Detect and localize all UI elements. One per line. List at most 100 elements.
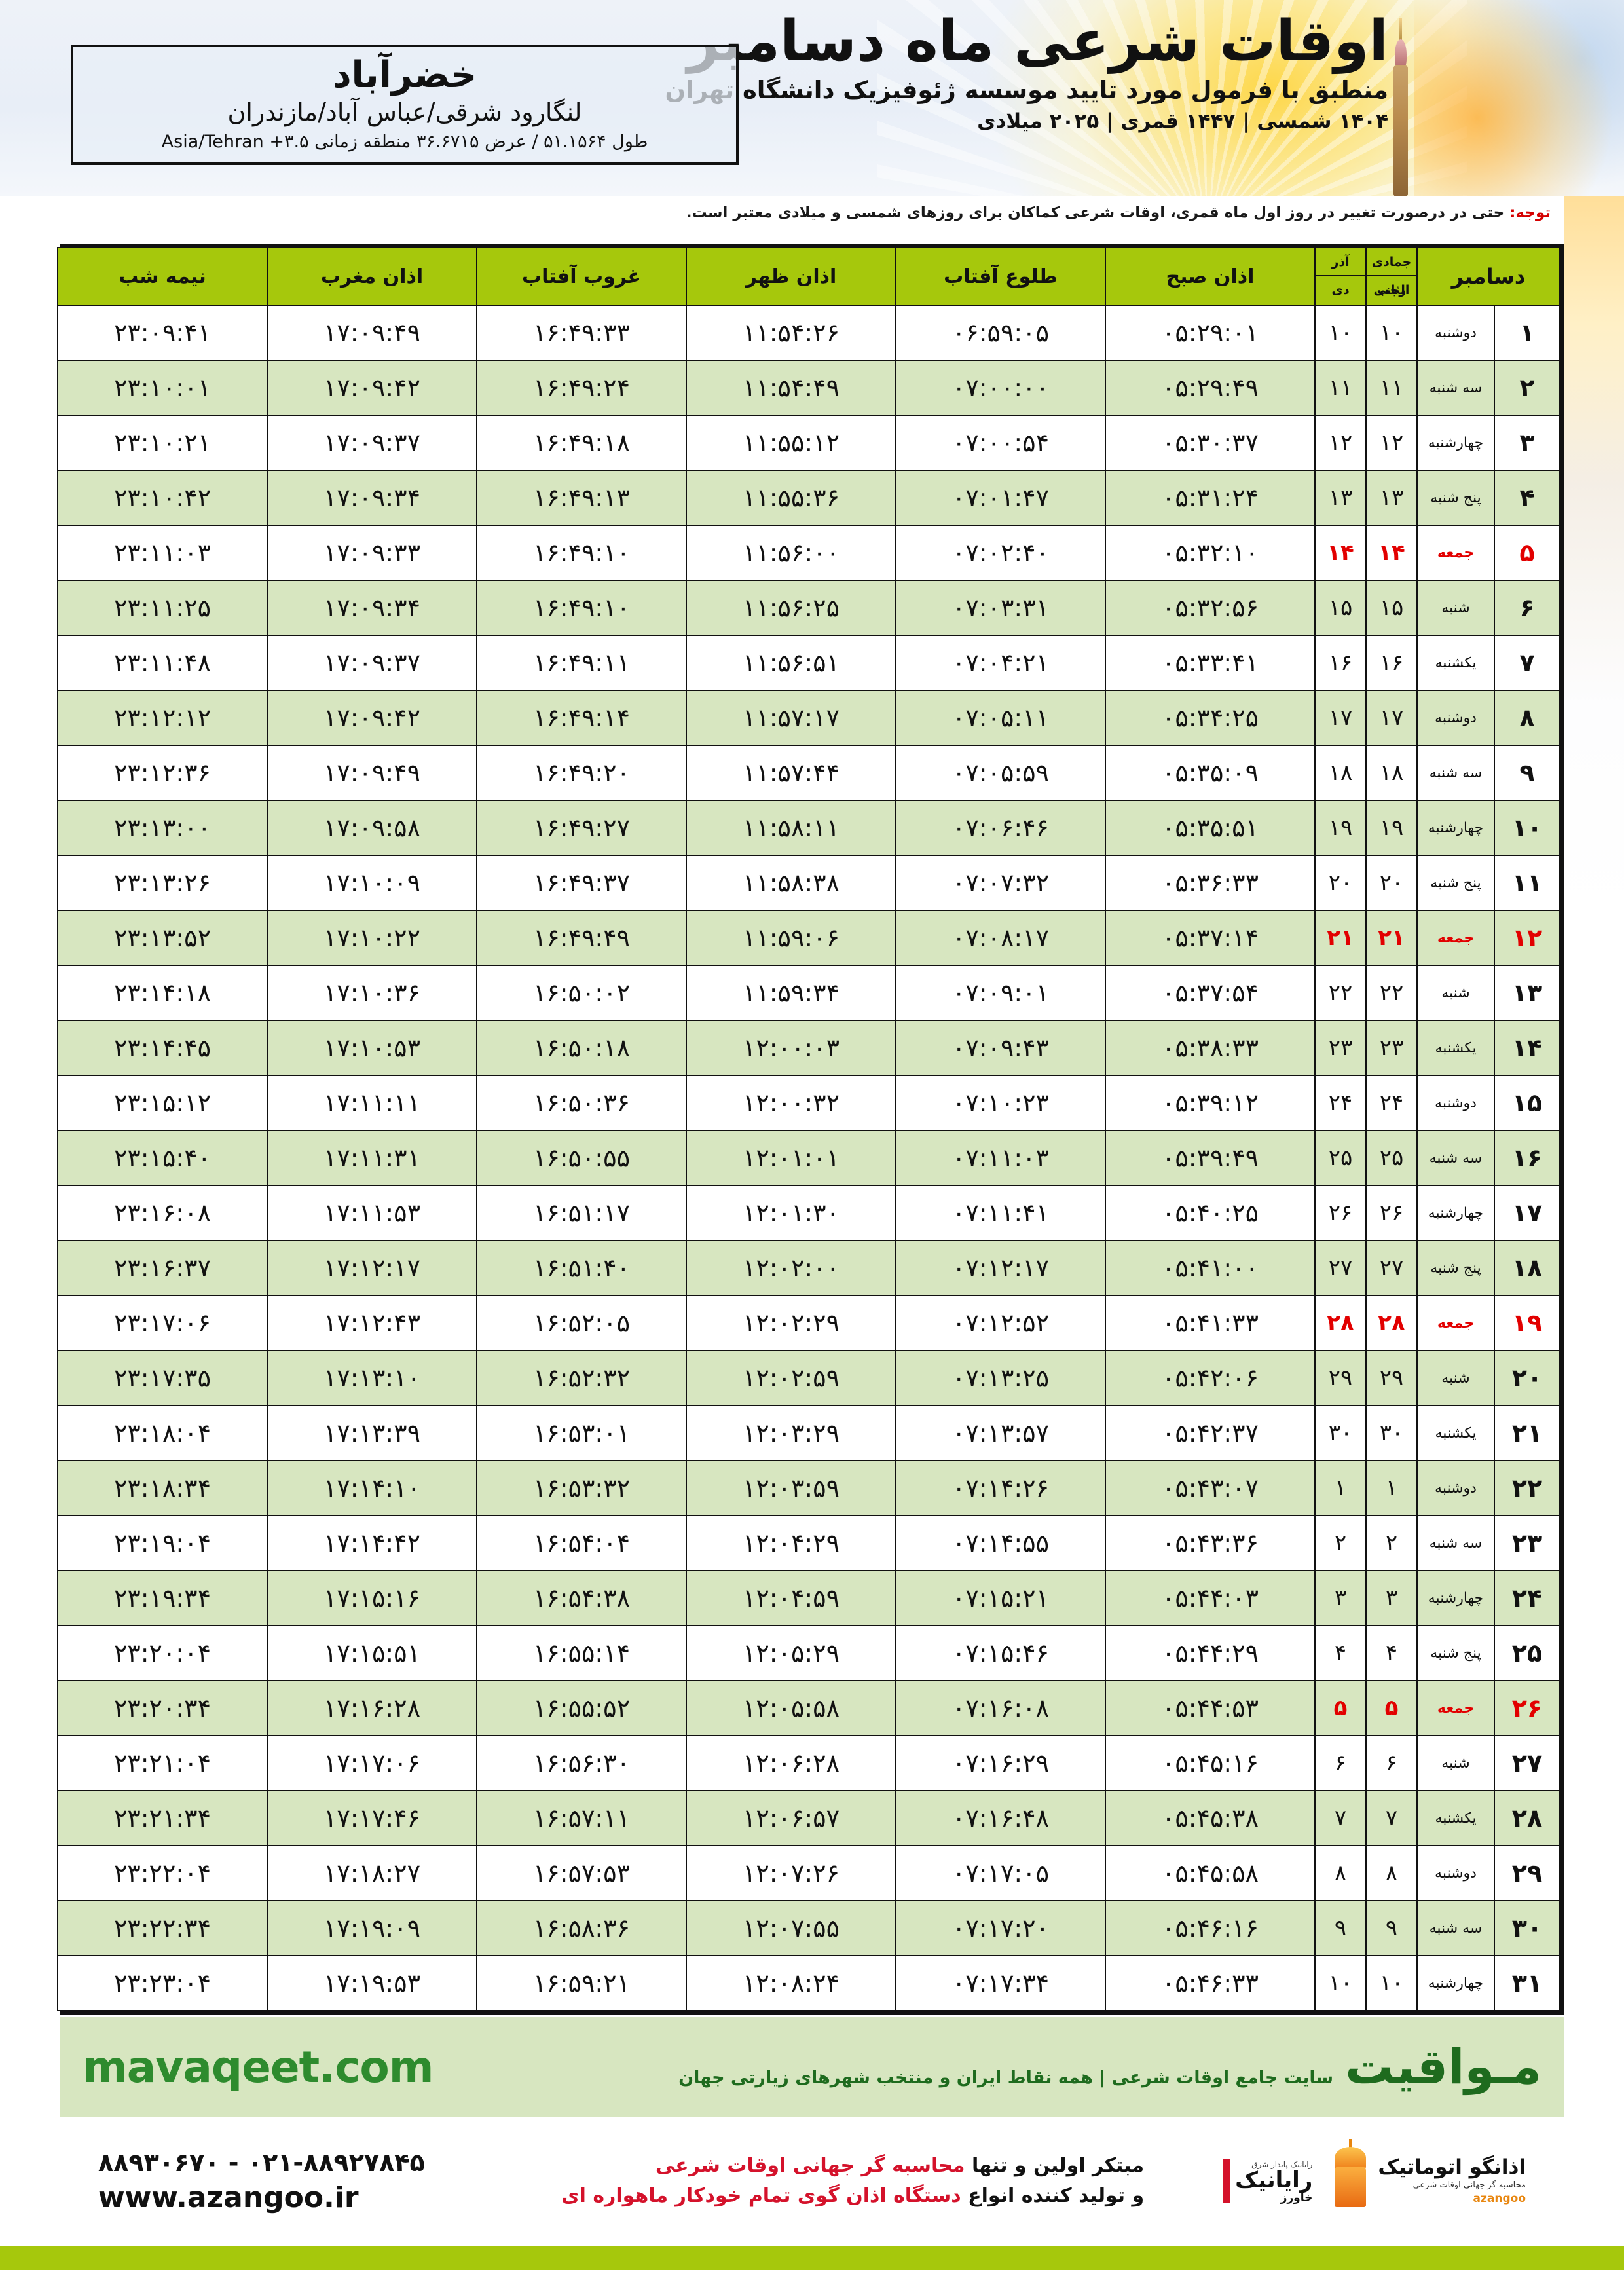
header-sunset: غروب آفتاب: [475, 247, 687, 306]
cell-hijri: ۱۰: [1314, 1955, 1367, 2011]
cell-hijri: ۲: [1314, 1515, 1367, 1571]
cell-maghrib: ۱۷:۰۹:۴۹: [266, 745, 477, 801]
cell-midnight: ۲۳:۱۹:۳۴: [56, 1570, 268, 1626]
cell-fajr: ۰۵:۴۵:۱۶: [1104, 1735, 1316, 1791]
cell-day: ۲۴: [1494, 1570, 1560, 1626]
cell-sunrise: ۰۷:۱۲:۵۲: [895, 1295, 1106, 1351]
cell-midnight: ۲۳:۲۰:۳۴: [56, 1680, 268, 1736]
cell-dhuhr: ۱۱:۵۷:۱۷: [685, 690, 896, 746]
cell-sunset: ۱۶:۴۹:۱۸: [475, 415, 687, 471]
cell-sunrise: ۰۷:۱۶:۰۸: [895, 1680, 1106, 1736]
cell-weekday: شنبه: [1416, 1735, 1495, 1791]
cell-maghrib: ۱۷:۱۵:۵۱: [266, 1625, 477, 1681]
table-row: ۱۹ جمعه ۲۸ ۲۸ ۰۵:۴۱:۳۳ ۰۷:۱۲:۵۲ ۱۲:۰۲:۲۹ ۱۶:۵۲:…: [56, 1295, 1560, 1351]
cell-sunrise: ۰۷:۰۶:۴۶: [895, 800, 1106, 856]
cell-weekday: پنج شنبه: [1416, 1625, 1495, 1681]
cell-sunset: ۱۶:۵۵:۱۴: [475, 1625, 687, 1681]
table-header-row: دسامبر جمادی الثانی آذر رجب دی اذان صبح …: [56, 247, 1560, 306]
cell-day: ۴: [1494, 470, 1560, 526]
table-row: ۱۲ جمعه ۲۱ ۲۱ ۰۵:۳۷:۱۴ ۰۷:۰۸:۱۷ ۱۱:۵۹:۰۶ ۱۶:۴۹:…: [56, 910, 1560, 966]
cell-sunset: ۱۶:۴۹:۱۱: [475, 635, 687, 691]
ad-contact: ۰۲۱-۸۸۹۲۷۸۴۵ - ۸۸۹۳۰۶۷۰ www.azangoo.ir: [0, 2148, 425, 2214]
table-row: ۲۰ شنبه ۲۹ ۲۹ ۰۵:۴۲:۰۶ ۰۷:۱۳:۲۵ ۱۲:۰۲:۵۹ ۱۶:۵۲:…: [56, 1350, 1560, 1406]
cell-sunrise: ۰۷:۱۱:۴۱: [895, 1185, 1106, 1241]
cell-weekday: پنج شنبه: [1416, 855, 1495, 911]
cell-weekday: یکشنبه: [1416, 1790, 1495, 1846]
cell-maghrib: ۱۷:۱۳:۳۹: [266, 1405, 477, 1461]
cell-day: ۲: [1494, 360, 1560, 416]
table-row: ۲ سه شنبه ۱۱ ۱۱ ۰۵:۲۹:۴۹ ۰۷:۰۰:۰۰ ۱۱:۵۴:۴۹ ۱۶:۴…: [56, 360, 1560, 416]
cell-persian: ۱۵: [1365, 580, 1418, 636]
cell-dhuhr: ۱۱:۵۸:۱۱: [685, 800, 896, 856]
header-midnight: نیمه شب: [56, 247, 268, 306]
minaret-icon: [1386, 13, 1416, 196]
cell-maghrib: ۱۷:۱۲:۴۳: [266, 1295, 477, 1351]
bottom-green-rule: [0, 2246, 1624, 2270]
cell-maghrib: ۱۷:۱۷:۴۶: [266, 1790, 477, 1846]
cell-weekday: شنبه: [1416, 580, 1495, 636]
cell-day: ۱۸: [1494, 1240, 1560, 1296]
cell-fajr: ۰۵:۳۵:۵۱: [1104, 800, 1316, 856]
cell-fajr: ۰۵:۴۴:۵۳: [1104, 1680, 1316, 1736]
table-row: ۱۴ یکشنبه ۲۳ ۲۳ ۰۵:۳۸:۳۳ ۰۷:۰۹:۴۳ ۱۲:۰۰:۰۳ ۱۶:۵…: [56, 1020, 1560, 1076]
cell-weekday: سه شنبه: [1416, 360, 1495, 416]
cell-persian: ۵: [1365, 1680, 1418, 1736]
cell-hijri: ۲۷: [1314, 1240, 1367, 1296]
brand-name: مـواقیت: [1345, 2039, 1541, 2095]
cell-day: ۱۶: [1494, 1130, 1560, 1186]
cell-dhuhr: ۱۲:۰۲:۲۹: [685, 1295, 896, 1351]
note-line: توجه: حتی در درصورت تغییر در روز اول ماه…: [0, 204, 1624, 221]
cell-dhuhr: ۱۲:۰۵:۵۸: [685, 1680, 896, 1736]
cell-fajr: ۰۵:۴۴:۲۹: [1104, 1625, 1316, 1681]
cell-midnight: ۲۳:۱۰:۴۲: [56, 470, 268, 526]
table-row: ۸ دوشنبه ۱۷ ۱۷ ۰۵:۳۴:۲۵ ۰۷:۰۵:۱۱ ۱۱:۵۷:۱۷ ۱۶:۴۹…: [56, 690, 1560, 746]
cell-midnight: ۲۳:۲۳:۰۴: [56, 1955, 268, 2011]
table-row: ۱۰ چهارشنبه ۱۹ ۱۹ ۰۵:۳۵:۵۱ ۰۷:۰۶:۴۶ ۱۱:۵۸:۱۱ ۱۶…: [56, 800, 1560, 856]
cell-midnight: ۲۳:۱۸:۰۴: [56, 1405, 268, 1461]
cell-maghrib: ۱۷:۰۹:۳۷: [266, 635, 477, 691]
cell-maghrib: ۱۷:۰۹:۵۸: [266, 800, 477, 856]
cell-weekday: جمعه: [1416, 525, 1495, 581]
cell-fajr: ۰۵:۳۳:۴۱: [1104, 635, 1316, 691]
location-city: خضرآباد: [332, 54, 477, 96]
cell-hijri: ۹: [1314, 1900, 1367, 1956]
cell-sunrise: ۰۷:۰۵:۱۱: [895, 690, 1106, 746]
ad-line-2: و تولید کننده انواع دستگاه اذان گوی تمام…: [561, 2181, 1144, 2212]
cell-day: ۱۳: [1494, 965, 1560, 1021]
cell-weekday: دوشنبه: [1416, 1845, 1495, 1901]
note-text: حتی در درصورت تغییر در روز اول ماه قمری،…: [686, 204, 1505, 221]
cell-persian: ۲۷: [1365, 1240, 1418, 1296]
cell-maghrib: ۱۷:۰۹:۳۷: [266, 415, 477, 471]
cell-sunrise: ۰۷:۰۹:۴۳: [895, 1020, 1106, 1076]
cell-dhuhr: ۱۲:۰۰:۰۳: [685, 1020, 896, 1076]
cell-weekday: جمعه: [1416, 1680, 1495, 1736]
cell-weekday: پنج شنبه: [1416, 470, 1495, 526]
cell-maghrib: ۱۷:۰۹:۴۲: [266, 360, 477, 416]
cell-dhuhr: ۱۲:۰۷:۵۵: [685, 1900, 896, 1956]
cell-persian: ۲۱: [1365, 910, 1418, 966]
cell-sunset: ۱۶:۵۳:۰۱: [475, 1405, 687, 1461]
cell-sunset: ۱۶:۵۲:۰۵: [475, 1295, 687, 1351]
cell-weekday: دوشنبه: [1416, 1075, 1495, 1131]
cell-day: ۲۵: [1494, 1625, 1560, 1681]
cell-dhuhr: ۱۲:۰۶:۵۷: [685, 1790, 896, 1846]
cell-midnight: ۲۳:۱۳:۲۶: [56, 855, 268, 911]
cell-maghrib: ۱۷:۱۷:۰۶: [266, 1735, 477, 1791]
brand-website[interactable]: mavaqeet.com: [83, 2041, 434, 2093]
cell-maghrib: ۱۷:۱۱:۱۱: [266, 1075, 477, 1131]
rayanik-logo-region: خاورز: [1280, 2191, 1313, 2205]
cell-fajr: ۰۵:۴۲:۰۶: [1104, 1350, 1316, 1406]
cell-dhuhr: ۱۲:۰۳:۵۹: [685, 1460, 896, 1516]
advertisement-strip: اذانگو اتوماتیک محاسبه گر جهانی اوقات شر…: [0, 2122, 1624, 2240]
table-row: ۲۵ پنج شنبه ۴ ۴ ۰۵:۴۴:۲۹ ۰۷:۱۵:۴۶ ۱۲:۰۵:۲۹ ۱۶:۵…: [56, 1625, 1560, 1681]
cell-weekday: شنبه: [1416, 1350, 1495, 1406]
ad-website[interactable]: www.azangoo.ir: [98, 2180, 359, 2214]
cell-maghrib: ۱۷:۱۱:۵۳: [266, 1185, 477, 1241]
ad-line-1-plain: مبتکر اولین و تنها: [965, 2153, 1145, 2177]
cell-fajr: ۰۵:۳۹:۱۲: [1104, 1075, 1316, 1131]
header-dual-calendar: جمادی الثانی آذر رجب دی: [1314, 247, 1418, 306]
cell-fajr: ۰۵:۴۵:۳۸: [1104, 1790, 1316, 1846]
cell-sunset: ۱۶:۵۱:۴۰: [475, 1240, 687, 1296]
cell-weekday: سه شنبه: [1416, 1515, 1495, 1571]
header-persian-top: آذر: [1331, 255, 1350, 269]
